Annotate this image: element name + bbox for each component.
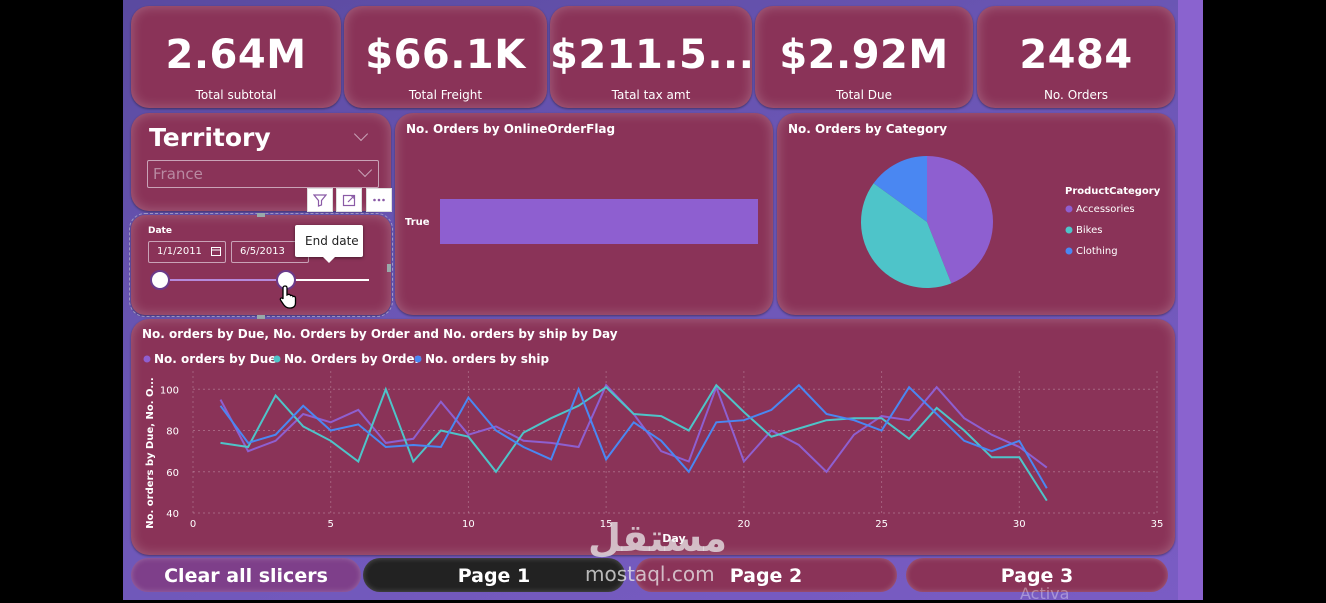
pie-slice-accessories[interactable] <box>927 156 993 284</box>
territory-title: Territory <box>149 123 271 152</box>
bar-chart-card[interactable]: No. Orders by OnlineOrderFlag True <box>395 113 773 315</box>
kpi-value: 2.64M <box>165 32 307 78</box>
date-slicer-label: Date <box>148 226 172 236</box>
page-2-button[interactable]: Page 2 <box>635 558 897 592</box>
clear-all-slicers-button[interactable]: Clear all slicers <box>131 558 361 592</box>
legend-marker-due <box>143 355 151 363</box>
bar-true[interactable] <box>440 199 758 244</box>
report-canvas: 2.64M Total subtotal $66.1K Total Freigh… <box>123 0 1203 600</box>
resize-handle[interactable] <box>257 213 265 217</box>
kpi-value: 2484 <box>1019 32 1133 78</box>
y-tick-label: 80 <box>166 427 179 438</box>
slider-selected-range <box>159 279 285 281</box>
bar-chart: True <box>405 199 758 244</box>
kpi-value: $2.92M <box>779 32 949 78</box>
x-tick-label: 20 <box>737 519 750 530</box>
line-chart-card[interactable]: No. orders by Due, No. Orders by Order a… <box>131 319 1175 555</box>
slider-start-handle[interactable] <box>150 270 170 290</box>
x-tick-label: 10 <box>462 519 475 530</box>
start-date-input[interactable]: 1/1/2011 <box>148 241 226 263</box>
x-tick-label: 5 <box>328 519 334 530</box>
kpi-label: Total Due <box>835 88 893 102</box>
more-options-icon[interactable] <box>366 188 392 212</box>
x-axis-title: Day <box>662 532 685 545</box>
bar-category-label: True <box>405 217 430 228</box>
pie-chart-card[interactable]: No. Orders by Category ProductCategory A… <box>777 113 1175 315</box>
calendar-icon[interactable] <box>211 246 221 256</box>
kpi-value: $211.5... <box>550 32 755 78</box>
kpi-card-total-subtotal[interactable]: 2.64M Total subtotal <box>131 6 341 108</box>
end-date-value: 6/5/2013 <box>240 246 285 257</box>
territory-slicer[interactable]: Territory France <box>131 113 391 211</box>
kpi-label: No. Orders <box>1043 88 1109 102</box>
focus-mode-icon[interactable] <box>336 188 362 212</box>
watermark-latin: mostaql.com <box>585 562 715 586</box>
pie-chart: ProductCategory Accessories Bikes Clothi… <box>861 156 1161 288</box>
series-line-ship[interactable] <box>219 383 1048 489</box>
x-tick-label: 15 <box>600 519 613 530</box>
kpi-card-total-tax[interactable]: $211.5... Tatal tax amt <box>550 6 755 108</box>
start-date-value: 1/1/2011 <box>157 246 202 257</box>
territory-selected-value: France <box>153 165 203 183</box>
kpi-card-total-freight[interactable]: $66.1K Total Freight <box>344 6 547 108</box>
legend-label-ship[interactable]: No. orders by ship <box>425 352 550 366</box>
filter-icon[interactable] <box>307 188 333 212</box>
chevron-down-icon[interactable] <box>357 162 373 178</box>
kpi-label: Tatal tax amt <box>611 88 691 102</box>
bar-chart-title: No. Orders by OnlineOrderFlag <box>406 122 616 136</box>
watermark-arabic: مستقل <box>588 516 727 560</box>
x-tick-label: 35 <box>1151 519 1164 530</box>
resize-handle[interactable] <box>387 264 391 272</box>
kpi-label: Total Freight <box>408 88 483 102</box>
collapse-chevron-icon[interactable] <box>353 126 369 142</box>
legend-marker-bikes <box>1065 226 1073 234</box>
page-1-button[interactable]: Page 1 <box>363 558 625 592</box>
legend-marker-order <box>273 355 281 363</box>
pie-chart-title: No. Orders by Category <box>788 122 948 136</box>
x-tick-label: 0 <box>190 519 196 530</box>
legend-marker-clothing <box>1065 247 1073 255</box>
end-date-tooltip: End date <box>295 225 363 263</box>
y-axis-title: No. orders by Due, No. O... <box>145 377 156 528</box>
kpi-value: $66.1K <box>365 32 526 78</box>
series-line-order[interactable] <box>220 383 1048 502</box>
legend-marker-accessories <box>1065 205 1073 213</box>
activation-watermark: Activa <box>1020 584 1070 603</box>
y-tick-label: 100 <box>160 385 179 396</box>
pie-legend-title: ProductCategory <box>1065 186 1161 197</box>
legend-label-accessories[interactable]: Accessories <box>1076 204 1135 215</box>
series-line-due[interactable] <box>219 383 1048 474</box>
legend-marker-ship <box>414 355 422 363</box>
tooltip-text: End date <box>305 234 359 248</box>
legend-label-due[interactable]: No. orders by Due <box>154 352 276 366</box>
date-range-slider[interactable] <box>150 270 369 290</box>
legend-label-order[interactable]: No. Orders by Order <box>284 352 421 366</box>
kpi-card-no-orders[interactable]: 2484 No. Orders <box>977 6 1175 108</box>
x-tick-label: 30 <box>1013 519 1026 530</box>
x-tick-label: 25 <box>875 519 888 530</box>
kpi-label: Total subtotal <box>195 88 277 102</box>
line-chart-title: No. orders by Due, No. Orders by Order a… <box>142 327 618 341</box>
kpi-card-total-due[interactable]: $2.92M Total Due <box>755 6 973 108</box>
canvas-edge <box>1178 0 1203 600</box>
resize-handle[interactable] <box>257 315 265 319</box>
legend-label-clothing[interactable]: Clothing <box>1076 246 1118 257</box>
mouse-pointer-icon <box>279 285 297 309</box>
legend-label-bikes[interactable]: Bikes <box>1076 225 1102 236</box>
y-tick-label: 60 <box>166 468 179 479</box>
page-3-button[interactable]: Page 3 <box>906 558 1168 592</box>
line-chart: No. orders by Due No. Orders by Order No… <box>143 352 1164 545</box>
y-tick-label: 40 <box>166 509 179 520</box>
pie-slice-bikes[interactable] <box>861 183 952 288</box>
territory-dropdown[interactable]: France <box>147 160 379 188</box>
pie-slice-clothing[interactable] <box>873 156 927 222</box>
